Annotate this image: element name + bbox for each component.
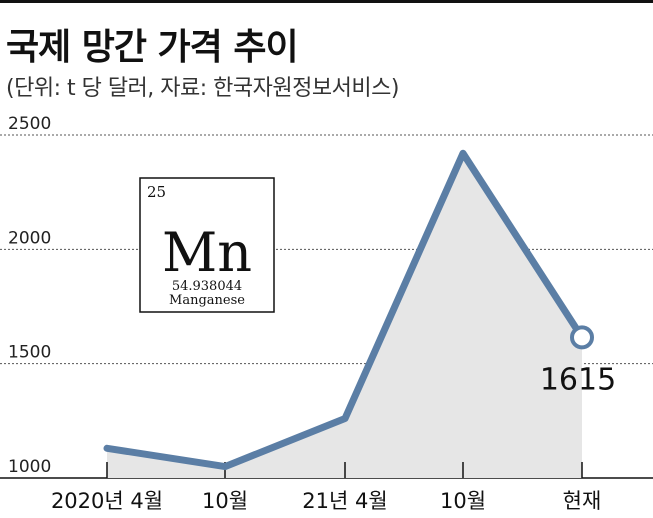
- current-price-marker: [570, 325, 594, 350]
- atomic-number: 25: [147, 183, 166, 201]
- x-tick-label-1: 10월: [202, 489, 248, 513]
- x-tick-label-4: 현재: [563, 489, 602, 513]
- manganese-element-card: 25 Mn 54.938044 Manganese: [139, 177, 275, 313]
- price-area: [107, 153, 582, 478]
- y-tick-label-2000: 2000: [8, 228, 51, 248]
- chart-title: 국제 망간 가격 추이: [6, 27, 299, 68]
- x-tick-label-3: 10월: [440, 489, 486, 513]
- atomic-mass: 54.938044: [172, 279, 242, 294]
- element-symbol: Mn: [162, 221, 252, 284]
- top-rule: [0, 0, 653, 3]
- x-label-layer: 2020년 4월 10월 21년 4월 10월 현재: [51, 489, 601, 513]
- chart-subtitle: (단위: t 당 달러, 자료: 한국자원정보서비스): [6, 76, 399, 101]
- y-tick-label-2500: 2500: [8, 114, 51, 134]
- element-name: Manganese: [169, 293, 245, 308]
- element-card-box: [139, 177, 275, 313]
- price-line: [103, 149, 586, 471]
- x-tick-label-0: 2020년 4월: [51, 489, 163, 513]
- y-tick-label-1000: 1000: [8, 457, 51, 477]
- current-price-label: 1615: [540, 362, 616, 397]
- y-tick-label-1500: 1500: [8, 343, 51, 363]
- x-tick-label-2: 21년 4월: [302, 489, 387, 513]
